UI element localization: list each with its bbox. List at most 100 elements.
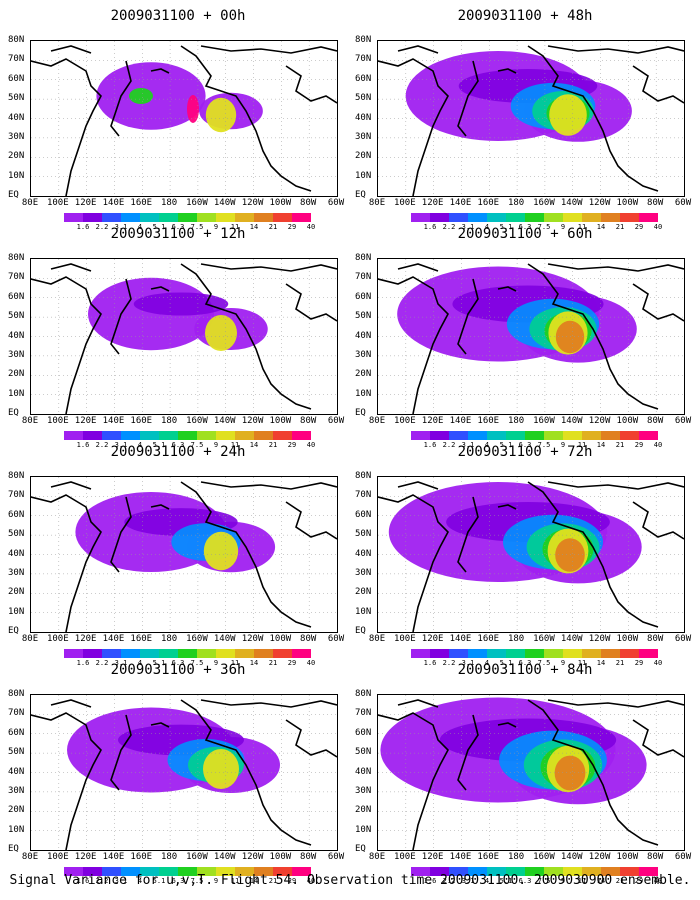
colorbar-swatch: [64, 649, 83, 658]
latitude-label: 80N: [355, 35, 372, 45]
latitude-label: 50N: [355, 311, 372, 322]
map-panel: 2009031100 + 36h 80N 70N 60N 50N 40N 30N 20N 10N…: [8, 662, 348, 885]
coastline: [110, 496, 132, 573]
colorbar-swatch: [411, 867, 430, 876]
coastline: [547, 263, 684, 272]
colorbar-label: 6.3: [171, 659, 185, 667]
map-area: [30, 476, 338, 633]
longitude-label: 60W: [674, 198, 692, 208]
coastline: [547, 699, 684, 708]
colorbar-label: 2.2: [442, 441, 456, 449]
latitude-label: 70N: [8, 708, 25, 719]
colorbar-label: 9: [213, 223, 219, 231]
colorbar-swatch: [525, 867, 544, 876]
latitude-label: 60N: [8, 73, 25, 84]
coastline: [632, 719, 684, 758]
colorbar-label: 40: [653, 877, 663, 885]
colorbar-swatch: [178, 213, 197, 222]
coastline: [200, 263, 337, 272]
latitude-label: EQ: [8, 408, 19, 418]
variance-contour: [203, 749, 239, 789]
latitude-label: 30N: [8, 131, 25, 142]
colorbar-swatch: [468, 649, 487, 658]
longitude-label: 180: [507, 416, 525, 426]
colorbar-label: 14: [596, 659, 606, 667]
colorbar-swatch: [582, 213, 601, 222]
colorbar-label: 7.5: [190, 877, 204, 885]
coastline: [632, 65, 684, 104]
variance-contour: [554, 755, 586, 791]
colorbar-swatch: [292, 431, 311, 440]
longitude-label: 80E: [21, 852, 39, 862]
longitude-label: 180: [160, 198, 178, 208]
colorbar-label: 4: [484, 441, 490, 449]
colorbar-swatch: [273, 213, 292, 222]
colorbar-label: 21: [268, 223, 278, 231]
longitude-label: 80W: [647, 198, 664, 208]
colorbar-swatch: [544, 213, 563, 222]
longitude-label: 100W: [269, 634, 292, 644]
colorbar-label: 40: [306, 659, 316, 667]
colorbar-label: 11: [230, 223, 240, 231]
coastline: [285, 719, 337, 758]
colorbar: [64, 431, 311, 440]
coastline: [285, 501, 337, 540]
colorbar-swatch: [487, 431, 506, 440]
latitude-label: 40N: [8, 548, 25, 559]
longitude-label: 100W: [269, 416, 292, 426]
latitude-label: 60N: [355, 73, 372, 84]
colorbar-swatch: [159, 431, 178, 440]
colorbar-label: 1.6: [76, 659, 90, 667]
coastline: [180, 699, 312, 846]
coastline: [547, 481, 684, 490]
variance-map: [378, 477, 684, 632]
longitude-label: 160E: [130, 634, 153, 644]
map-area: [377, 258, 685, 415]
map-area: [30, 40, 338, 197]
colorbar-swatch: [449, 867, 468, 876]
longitude-label: 120E: [421, 198, 444, 208]
coastline: [527, 45, 659, 192]
colorbar-swatch: [254, 213, 273, 222]
longitude-label: 120E: [421, 634, 444, 644]
map-area: [30, 258, 338, 415]
colorbar-swatch: [197, 867, 216, 876]
variance-map: [31, 259, 337, 414]
coastline: [110, 278, 132, 355]
colorbar-swatch: [64, 867, 83, 876]
latitude-label: 40N: [8, 330, 25, 341]
coastline: [200, 45, 337, 54]
longitude-label: 160E: [130, 198, 153, 208]
longitude-label: 160E: [477, 634, 500, 644]
coastline: [497, 504, 517, 510]
longitude-label: 100W: [616, 634, 639, 644]
colorbar-swatch: [506, 431, 525, 440]
longitude-label: 100E: [46, 198, 69, 208]
map-panel: 2009031100 + 12h 80N 70N 60N 50N 40N 30N 20N 10N…: [8, 226, 348, 449]
colorbar-label: 3.1: [461, 659, 475, 667]
latitude-label: 80N: [8, 471, 25, 481]
variance-contour: [555, 538, 585, 572]
latitude-label: 30N: [355, 567, 372, 578]
map-area: [377, 40, 685, 197]
colorbar-swatch: [620, 213, 639, 222]
colorbar-swatch: [430, 867, 449, 876]
colorbar-swatch: [563, 867, 582, 876]
colorbar-label: 40: [306, 877, 316, 885]
colorbar-swatch: [121, 431, 140, 440]
colorbar-swatch: [430, 649, 449, 658]
longitude-label: 100E: [393, 416, 416, 426]
latitude-label: EQ: [355, 190, 366, 200]
colorbar-label: 7.5: [190, 659, 204, 667]
colorbar-label: 11: [230, 441, 240, 449]
panel-title: 2009031100 + 24h: [110, 444, 246, 460]
latitude-label: 80N: [8, 689, 25, 699]
colorbar-label: 4: [484, 659, 490, 667]
colorbar-label: 3.1: [461, 223, 475, 231]
colorbar-label: 1.6: [76, 223, 90, 231]
colorbar-label: 4: [137, 223, 143, 231]
colorbar-swatch: [487, 213, 506, 222]
latitude-label: 50N: [355, 529, 372, 540]
colorbar-label: 1.6: [423, 659, 437, 667]
colorbar: [411, 213, 658, 222]
